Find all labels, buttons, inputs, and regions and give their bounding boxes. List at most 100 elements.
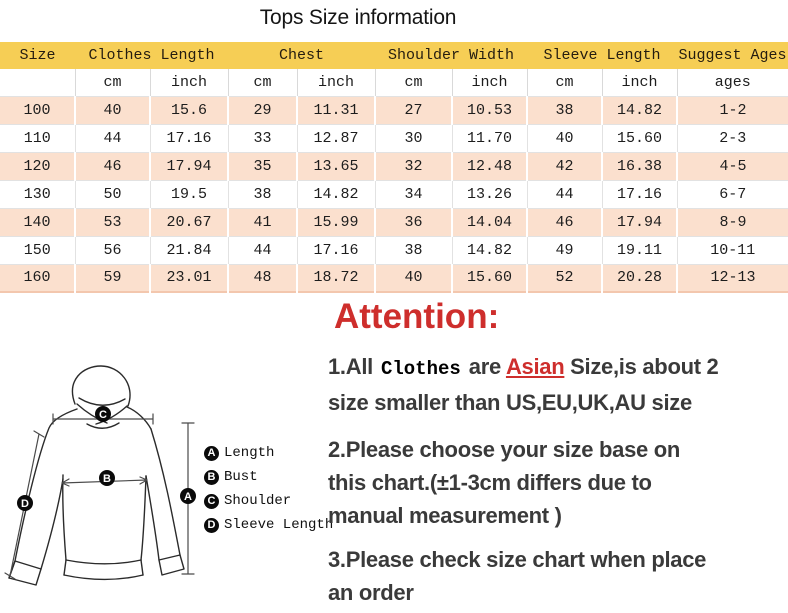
table-cell: 17.16 [296, 236, 376, 264]
table-cell: 6-7 [676, 180, 788, 208]
table-row: 130 50 19.5 38 14.82 34 13.26 44 17.16 6-7 [0, 180, 788, 208]
table-cell: 56 [74, 236, 150, 264]
table-cell: 12.87 [296, 124, 376, 152]
column-group-header: Suggest Ages [678, 47, 787, 64]
table-cell: 20.67 [149, 208, 228, 236]
table-cell: 11.70 [451, 124, 528, 152]
note-line: 1.All Clothes are Asian Size,is about 2 [328, 350, 788, 386]
table-cell: 34 [374, 180, 453, 208]
badge-a-icon [180, 488, 196, 504]
table-cell: 40 [374, 264, 453, 292]
table-cell: 44 [227, 236, 297, 264]
measure-lines [4, 413, 195, 580]
legend-label: Sleeve Length [224, 517, 334, 533]
badge-c-icon [95, 406, 111, 422]
legend-item: A Length [204, 441, 333, 465]
badge-b-icon [99, 470, 115, 486]
table-cell: 17.94 [601, 208, 678, 236]
note-line: an order [328, 580, 414, 605]
legend-item: D Sleeve Length [204, 513, 333, 537]
note-asian-word: Asian [505, 354, 565, 379]
column-group-header: Shoulder Width [388, 47, 515, 64]
badge-a-letter: A [184, 491, 192, 503]
note-line: this chart.(±1-3cm differs due to [328, 470, 652, 495]
measure-badges: C B A D [17, 406, 196, 511]
unit-header-cell: inch [149, 69, 228, 96]
table-cell: 19.5 [149, 180, 228, 208]
legend-badge-icon: B [204, 469, 219, 485]
table-cell: 36 [374, 208, 453, 236]
table-cell: 140 [23, 213, 51, 231]
table-cell: 18.72 [295, 264, 376, 292]
table-row: 110 44 17.16 33 12.87 30 11.70 40 15.60 2-3 [0, 124, 788, 152]
unit-header-cell: cm [227, 69, 297, 96]
table-cell: 15.60 [451, 264, 528, 292]
table-cell: 17.94 [149, 152, 228, 180]
note-choose-size: 2.Please choose your size base on this c… [328, 433, 788, 532]
table-cell: 10-11 [676, 236, 788, 264]
table-cell: 8-9 [676, 208, 788, 236]
table-cell: 38 [374, 236, 453, 264]
note-asian-size: 1.All Clothes are Asian Size,is about 2 si… [328, 350, 788, 419]
note-line: 2.Please choose your size base on [328, 437, 681, 462]
note-text: are [468, 354, 501, 379]
table-cell: 14.82 [451, 236, 528, 264]
unit-header-cell [0, 69, 75, 96]
note-check-chart: 3.Please check size chart when place an … [328, 543, 788, 609]
table-cell: 120 [23, 157, 51, 175]
unit-header-cell: inch [601, 69, 678, 96]
column-group-header: Chest [279, 47, 325, 64]
table-cell: 14.04 [451, 208, 528, 236]
legend-item: C Shoulder [204, 489, 333, 513]
table-cell: 42 [526, 152, 603, 180]
table-cell: 110 [23, 129, 51, 147]
table-header-row: Size Clothes Length Chest Shoulder Width Sle… [0, 42, 788, 69]
column-group-header: Clothes Length [88, 47, 215, 64]
table-cell: 4-5 [676, 152, 788, 180]
table-cell: 2-3 [676, 124, 788, 152]
legend-label: Bust [224, 469, 258, 485]
table-cell: 27 [374, 96, 453, 124]
table-cell: 38 [227, 180, 297, 208]
note-text: 1.All [328, 354, 373, 379]
table-cell: 59 [74, 264, 150, 292]
table-cell: 40 [526, 124, 603, 152]
table-cell: 53 [74, 208, 150, 236]
table-unit-row: cm inch cm inch cm inch cm inch ages [0, 69, 788, 96]
table-cell: 130 [23, 185, 51, 203]
table-cell: 32 [374, 152, 453, 180]
badge-d-icon [17, 495, 33, 511]
unit-header-cell: inch [451, 69, 528, 96]
legend-badge-icon: D [204, 517, 219, 533]
legend-badge-icon: C [204, 493, 219, 509]
table-cell: 15.60 [601, 124, 678, 152]
table-cell: 16.38 [601, 152, 678, 180]
table-cell: 44 [74, 124, 150, 152]
table-cell: 13.65 [295, 152, 376, 180]
unit-header-cell: cm [374, 69, 453, 96]
table-cell: 14.82 [601, 96, 678, 124]
legend-item: B Bust [204, 465, 333, 489]
column-group-header: Sleeve Length [543, 47, 661, 64]
legend-label: Length [224, 445, 275, 461]
legend-label: Shoulder [224, 493, 292, 509]
badge-c-letter: C [99, 409, 107, 421]
table-cell: 20.28 [601, 264, 678, 292]
table-cell: 12.48 [451, 152, 528, 180]
table-cell: 17.16 [149, 124, 228, 152]
table-cell: 13.26 [451, 180, 528, 208]
table-cell: 12-13 [676, 264, 788, 292]
table-cell: 15.99 [295, 208, 376, 236]
column-group-header: Size [19, 47, 56, 64]
measurement-legend: A Length B Bust C Shoulder D Sleeve Length [204, 441, 333, 537]
table-cell: 14.82 [296, 180, 376, 208]
attention-heading: Attention: [334, 297, 500, 336]
note-line: manual measurement ) [328, 503, 562, 528]
unit-header-cell: inch [296, 69, 376, 96]
page-title: Tops Size information [259, 6, 457, 29]
table-cell: 30 [374, 124, 453, 152]
table-cell: 11.31 [295, 96, 376, 124]
table-cell: 50 [74, 180, 150, 208]
table-cell: 160 [23, 269, 51, 287]
